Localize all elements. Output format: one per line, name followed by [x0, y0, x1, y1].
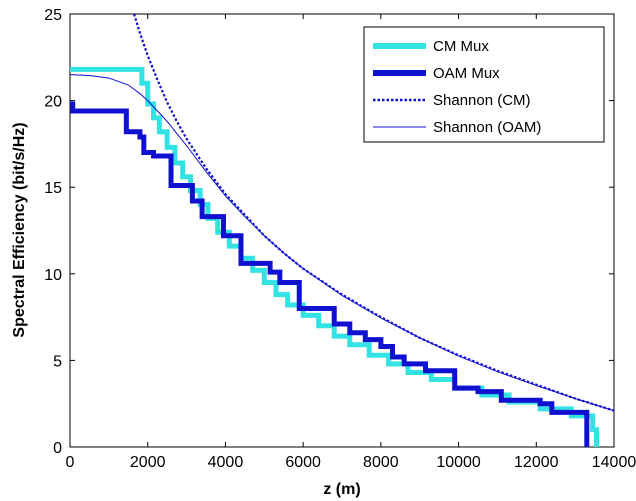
- legend-label-shannon-cm: Shannon (CM): [433, 92, 531, 109]
- y-tick-label: 10: [44, 267, 62, 284]
- x-tick-label: 10000: [436, 454, 481, 471]
- x-tick-label: 8000: [363, 454, 399, 471]
- legend-label-cm-mux: CM Mux: [433, 38, 489, 55]
- legend-label-oam-mux: OAM Mux: [433, 65, 500, 82]
- y-tick-label: 15: [44, 180, 62, 197]
- legend-box: [363, 26, 605, 143]
- series-line-oam-mux: [70, 101, 590, 447]
- x-tick-label: 2000: [130, 454, 166, 471]
- y-axis-label: Spectral Efficiency (bit/s/Hz): [11, 122, 28, 337]
- x-axis-label: z (m): [323, 481, 360, 498]
- x-tick-label: 4000: [208, 454, 244, 471]
- y-tick-label: 0: [53, 440, 62, 457]
- x-tick-label: 14000: [592, 454, 636, 471]
- y-tick-label: 20: [44, 94, 62, 111]
- y-tick-label: 25: [44, 7, 62, 24]
- series-line-shannon-cm: [133, 14, 614, 412]
- x-tick-label: 0: [66, 454, 75, 471]
- series-line-shannon-oam: [70, 74, 614, 412]
- x-tick-label: 6000: [285, 454, 321, 471]
- legend-label-shannon-oam: Shannon (OAM): [433, 119, 541, 136]
- x-tick-label: 12000: [514, 454, 559, 471]
- legend: CM Mux OAM Mux Shannon (CM) Shannon (OAM…: [363, 26, 605, 143]
- y-tick-label: 5: [53, 353, 62, 370]
